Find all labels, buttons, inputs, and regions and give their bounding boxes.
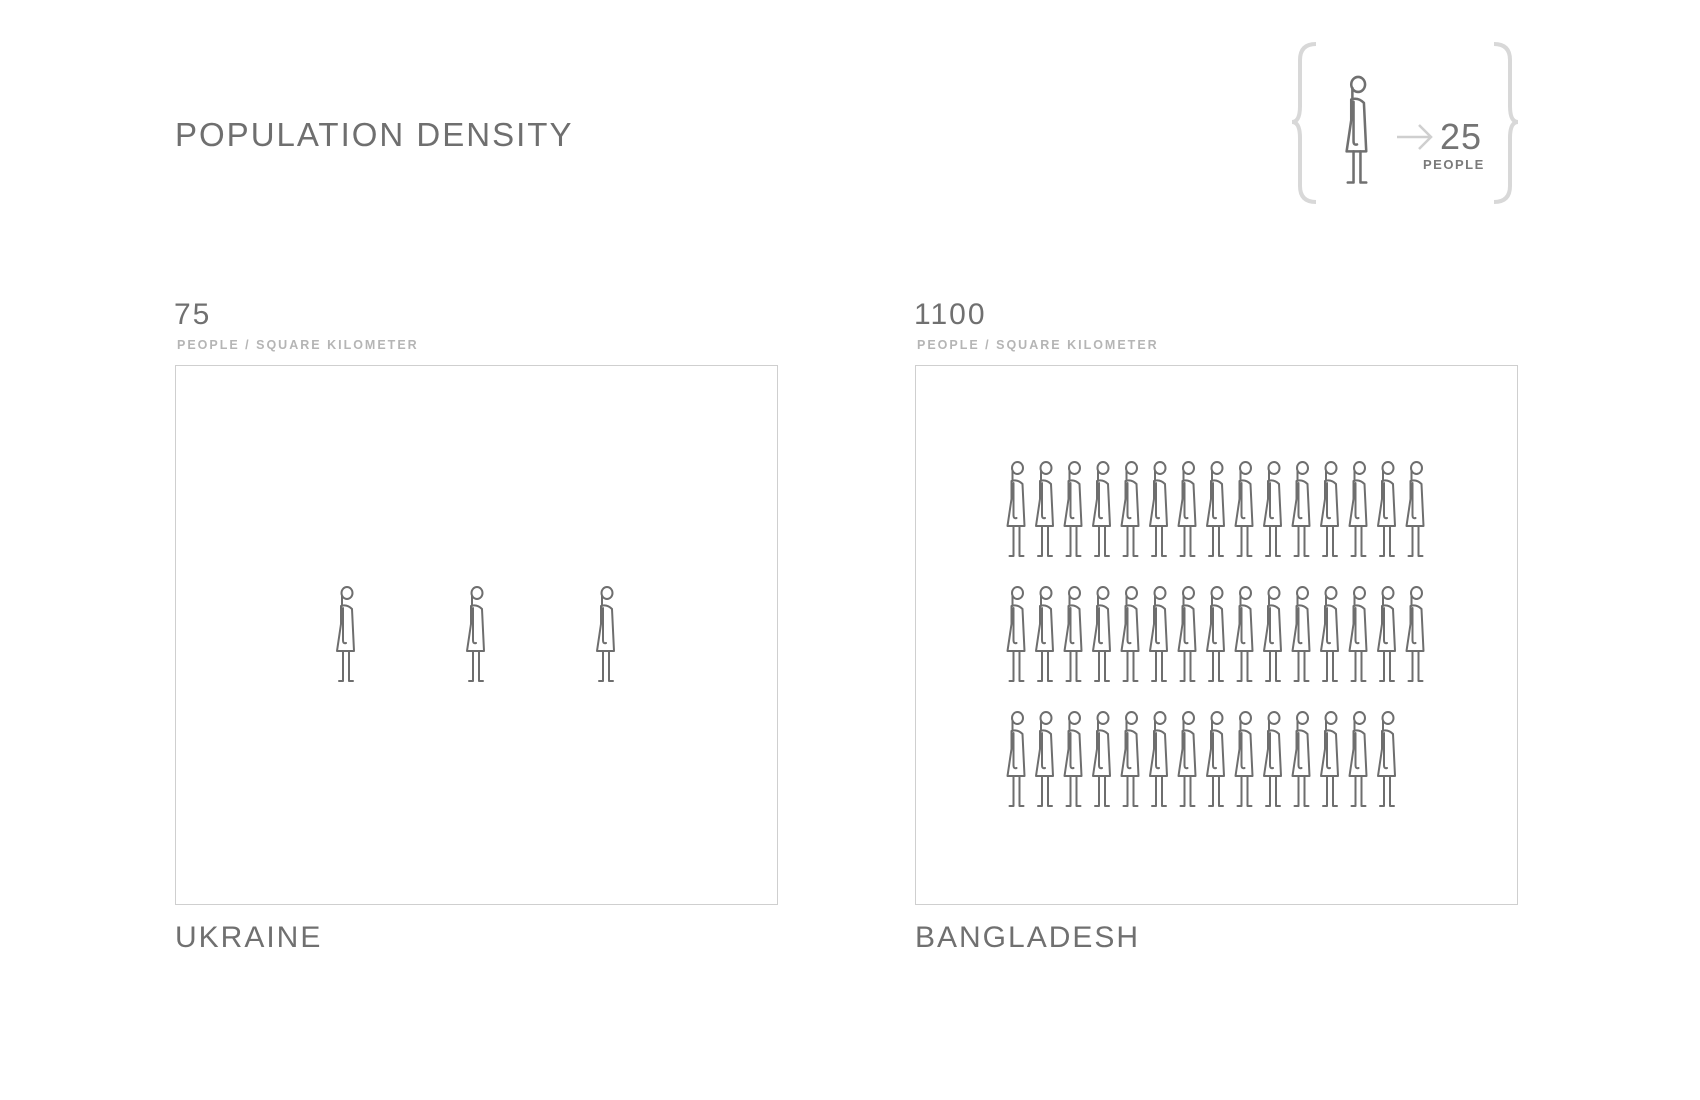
person-icon	[1177, 711, 1197, 807]
person-icon	[1320, 711, 1339, 807]
legend-unit: PEOPLE	[1423, 157, 1485, 172]
person-icon	[1120, 586, 1140, 682]
chart-title: POPULATION DENSITY	[175, 116, 574, 153]
person-icon	[1006, 586, 1026, 682]
person-icon	[1149, 461, 1168, 557]
country-name: BANGLADESH	[915, 921, 1141, 954]
person-icon	[1291, 461, 1311, 557]
person-icon	[1035, 711, 1054, 807]
person-icon	[1006, 711, 1026, 807]
person-icon	[1206, 586, 1225, 682]
country-name: UKRAINE	[175, 921, 323, 954]
person-icon	[1263, 461, 1282, 557]
pictogram-frame	[915, 365, 1518, 905]
person-icon	[466, 586, 485, 682]
person-icon	[1206, 461, 1225, 557]
person-icon	[596, 586, 615, 682]
person-icon	[1092, 461, 1111, 557]
person-icon	[1377, 586, 1396, 682]
legend-value: 25	[1440, 116, 1483, 157]
person-icon	[1035, 461, 1054, 557]
person-icon	[1234, 586, 1254, 682]
person-icon	[1177, 461, 1197, 557]
pictogram-area	[336, 586, 615, 682]
person-icon	[1063, 586, 1083, 682]
person-icon	[336, 586, 355, 682]
density-value: 75	[174, 298, 212, 331]
arrow-right-icon	[1397, 124, 1433, 150]
person-icon	[1291, 711, 1311, 807]
person-icon	[1234, 461, 1254, 557]
person-icon	[1120, 461, 1140, 557]
person-icon	[1345, 75, 1368, 184]
density-unit: PEOPLE / SQUARE KILOMETER	[917, 338, 1159, 352]
person-icon	[1320, 586, 1339, 682]
person-icon	[1320, 461, 1339, 557]
person-icon	[1377, 461, 1396, 557]
person-icon	[1006, 461, 1026, 557]
person-icon	[1120, 711, 1140, 807]
pictogram-area	[1006, 461, 1425, 807]
person-icon	[1348, 461, 1368, 557]
person-icon	[1035, 586, 1054, 682]
person-icon	[1234, 711, 1254, 807]
person-icon	[1348, 711, 1368, 807]
person-icon	[1092, 586, 1111, 682]
person-icon	[1149, 711, 1168, 807]
person-icon	[1206, 711, 1225, 807]
person-icon	[1263, 711, 1282, 807]
person-icon	[1348, 586, 1368, 682]
legend: 25 PEOPLE	[1290, 40, 1550, 215]
person-icon	[1063, 711, 1083, 807]
pictogram-frame	[175, 365, 778, 905]
right-brace-icon	[1493, 42, 1519, 204]
person-icon	[1291, 586, 1311, 682]
person-icon	[1063, 461, 1083, 557]
person-icon	[1263, 586, 1282, 682]
person-icon	[1405, 461, 1425, 557]
person-icon	[1092, 711, 1111, 807]
density-unit: PEOPLE / SQUARE KILOMETER	[177, 338, 419, 352]
person-icon	[1377, 711, 1396, 807]
density-value: 1100	[914, 298, 987, 331]
person-icon	[1149, 586, 1168, 682]
person-icon	[1177, 586, 1197, 682]
left-brace-icon	[1291, 42, 1317, 204]
person-icon	[1405, 586, 1425, 682]
